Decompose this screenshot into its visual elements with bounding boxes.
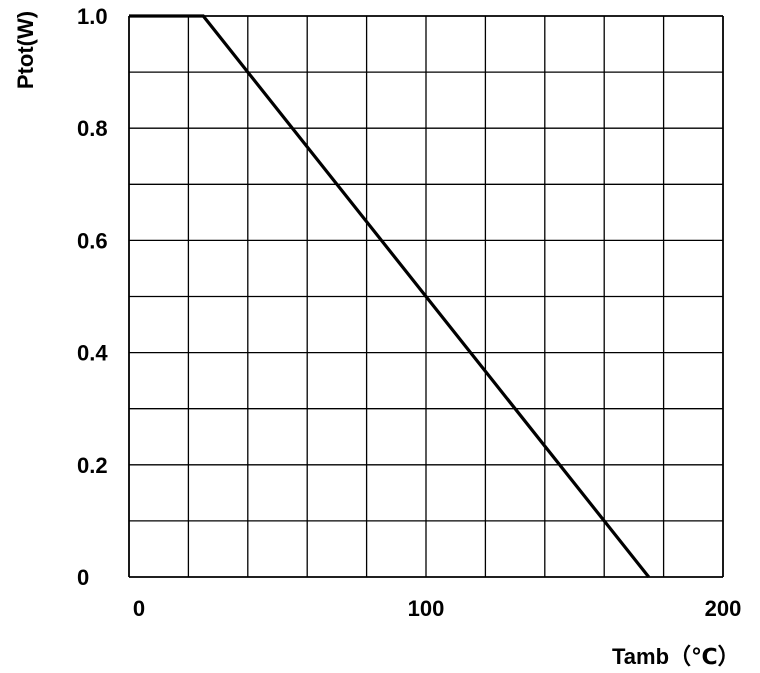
y-tick-label: 0.6 bbox=[77, 228, 108, 253]
y-axis-title: Ptot(W) bbox=[13, 11, 38, 89]
y-tick-label: 1.0 bbox=[77, 4, 108, 29]
series-line bbox=[129, 14, 651, 578]
grid bbox=[128, 15, 724, 578]
y-tick-label: 0.4 bbox=[77, 341, 108, 366]
x-tick-label: 100 bbox=[408, 596, 445, 621]
y-tick-label: 0 bbox=[77, 565, 89, 590]
x-tick-label: 200 bbox=[705, 596, 742, 621]
x-tick-labels: 0 100 200 bbox=[133, 596, 741, 621]
y-tick-label: 0.2 bbox=[77, 453, 108, 478]
y-tick-labels: 0 0.2 0.4 0.6 0.8 1.0 bbox=[77, 4, 108, 590]
y-tick-label: 0.8 bbox=[77, 116, 108, 141]
x-axis-title: Tamb（℃） bbox=[612, 644, 740, 669]
series-group bbox=[129, 14, 651, 578]
x-tick-label: 0 bbox=[133, 596, 145, 621]
